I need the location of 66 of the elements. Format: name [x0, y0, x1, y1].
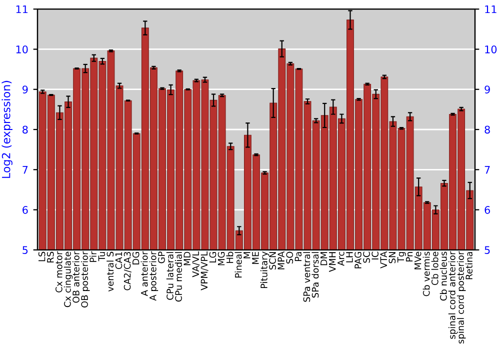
- x-tick-label: spinal cord posterior: [456, 251, 466, 344]
- x-tick-label: SO: [286, 252, 294, 264]
- x-tick-label: ME: [252, 252, 259, 264]
- y2-tick-label: 10: [485, 45, 497, 54]
- x-tick-label: LS: [38, 252, 46, 262]
- x-tick-label: SCN: [269, 252, 276, 270]
- x-tick-label: SPa ventral: [303, 252, 310, 302]
- y-tick-label: 11: [16, 5, 28, 14]
- y2-tick-label: 8: [484, 126, 490, 134]
- x-tick-label: Tu: [98, 252, 106, 262]
- y-tick-label: 9: [22, 86, 28, 94]
- x-tick-label: VMH: [329, 252, 336, 272]
- y2-tick-label: 6: [484, 206, 490, 214]
- x-tick-label: A anterior: [140, 251, 148, 296]
- x-tick-label: Cb lobe: [431, 252, 438, 286]
- x-tick-label: Arc: [338, 252, 344, 266]
- x-tick-label: MG: [218, 252, 225, 266]
- x-tick-label: IC: [372, 252, 378, 260]
- y-tick-label: 10: [16, 45, 28, 54]
- x-tick-label: MVe: [414, 252, 422, 270]
- x-tick-label: SC: [363, 252, 370, 263]
- x-tick-label: CA2/CA3: [124, 252, 132, 290]
- y-tick-label: 8: [22, 126, 28, 134]
- x-tick-label: Tg: [397, 252, 406, 263]
- x-tick-label: Pa: [294, 252, 302, 261]
- x-tick-label: DG: [132, 252, 140, 264]
- y-axis-title: Log2 (expression): [2, 80, 12, 178]
- x-tick-label: VA/VL: [192, 251, 200, 278]
- x-tick-label: Cx cingulate: [64, 252, 73, 308]
- x-tick-label: LH: [346, 252, 353, 262]
- x-tick-label: MD: [184, 252, 190, 266]
- y-tick-label: 7: [22, 166, 28, 174]
- x-tick-label: OB anterior: [72, 251, 80, 303]
- x-tick-label: SN: [388, 252, 396, 264]
- y2-tick-label: 11: [485, 5, 496, 14]
- x-tick-label: OB posterior: [80, 251, 90, 308]
- x-tick-label: Pineal: [234, 252, 242, 278]
- x-tick-label: Cx motor: [56, 251, 62, 292]
- x-tick-label: Retina: [466, 252, 472, 280]
- x-tick-label: LG: [209, 252, 216, 262]
- y2-tick-label: 9: [484, 86, 490, 94]
- x-tick-label: MPA: [278, 251, 284, 270]
- x-tick-label: Pn: [406, 252, 413, 262]
- y2-tick-label: 5: [484, 246, 490, 254]
- x-tick-label: ventral S: [106, 252, 114, 292]
- x-tick-label: VPM/VPL: [200, 251, 208, 290]
- y2-tick-label: 7: [484, 166, 490, 174]
- x-tick-label: GP: [158, 252, 165, 264]
- x-tick-label: Cb vermis: [422, 252, 430, 296]
- x-tick-label: RS: [46, 252, 54, 262]
- x-tick-label: CPu lateral: [166, 252, 174, 300]
- y-tick-label: 6: [22, 206, 28, 214]
- x-tick-label: M: [244, 252, 250, 258]
- x-tick-label: CA1: [115, 252, 122, 270]
- x-tick-label: Pir: [90, 251, 96, 262]
- x-tick-label: A posterior: [149, 251, 158, 301]
- y-tick-label: 5: [22, 246, 28, 254]
- x-tick-label: Pituitary: [260, 252, 270, 288]
- x-tick-label: VTA: [380, 251, 387, 268]
- x-tick-label: DM: [320, 252, 328, 266]
- x-tick-label: PAG: [354, 252, 362, 268]
- x-tick-label: CPu medial: [174, 252, 182, 302]
- x-tick-label: Cb nucleus: [440, 252, 447, 301]
- x-tick-label: SPa dorsal: [312, 252, 319, 298]
- x-tick-label: Hb: [226, 252, 234, 263]
- x-tick-label: spinal cord anterior: [448, 251, 458, 339]
